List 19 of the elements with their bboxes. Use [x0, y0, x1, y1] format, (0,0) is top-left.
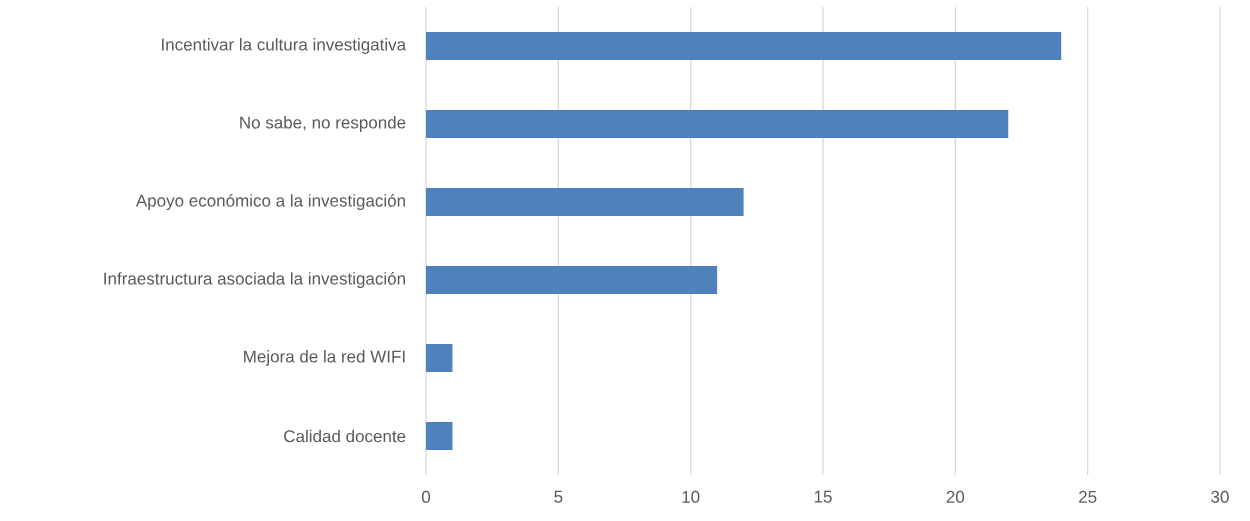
y-tick-label: Mejora de la red WIFI [244, 350, 405, 366]
x-tick-label: 25 [1079, 490, 1097, 503]
x-tick-label: 10 [682, 490, 700, 503]
bar [426, 266, 718, 294]
x-tick-label: 30 [1211, 490, 1229, 503]
x-tick-label: 0 [421, 490, 431, 503]
bar [426, 109, 1009, 138]
bar [426, 187, 744, 216]
bar [426, 421, 453, 450]
bar [426, 32, 1062, 60]
x-tick-label: 20 [946, 490, 965, 503]
y-tick-label: Incentivar la cultura investigativa [162, 38, 407, 54]
bar [426, 343, 453, 372]
y-tick-label: No sabe, no responde [240, 116, 406, 132]
y-tick-label: Calidad docente [284, 429, 406, 443]
x-tick-label: 15 [814, 490, 832, 503]
y-tick-label: Infraestructura asociada la investigación [104, 271, 405, 289]
y-tick-label: Apoyo económico a la investigación [135, 193, 405, 211]
x-tick-label: 5 [554, 490, 563, 503]
